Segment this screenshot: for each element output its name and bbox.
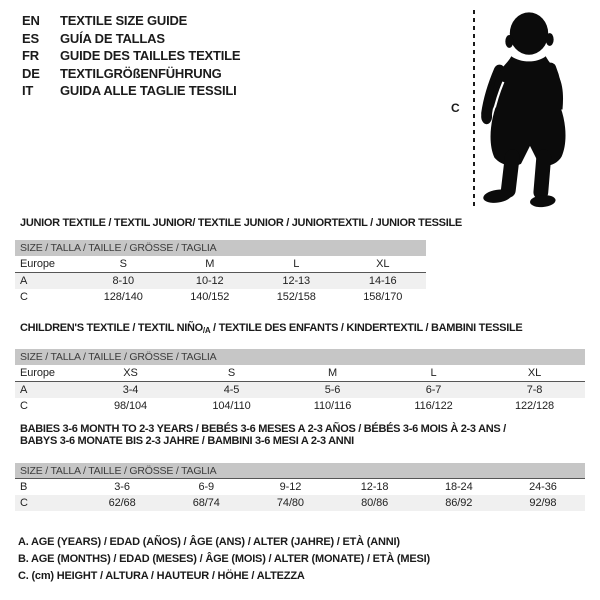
language-label: TEXTILGRÖßENFÜHRUNG <box>60 65 222 81</box>
cell: 8-10 <box>112 275 135 287</box>
cell: 3-6 <box>114 481 130 493</box>
cell: 7-8 <box>526 384 543 396</box>
column-header: S <box>227 367 236 379</box>
cell: 62/68 <box>108 497 136 509</box>
language-title-list: EN TEXTILE SIZE GUIDE ES GUÍA DE TALLAS … <box>22 12 241 100</box>
table-column-header-row: Europe S M L XL <box>15 256 426 273</box>
table-column-header-row: Europe XS S M L XL <box>15 365 585 382</box>
title-text: / TEXTILE DES ENFANTS / KINDERTEXTIL / B… <box>210 322 523 334</box>
title-subscript: /A <box>202 326 211 335</box>
column-header: XS <box>123 367 138 379</box>
column-header: M <box>327 367 338 379</box>
cell: 12-18 <box>360 481 389 493</box>
table-title: CHILDREN'S TEXTILE / TEXTIL NIÑO/A / TEX… <box>20 322 585 337</box>
childrens-textile-table: CHILDREN'S TEXTILE / TEXTIL NIÑO/A / TEX… <box>15 322 585 414</box>
cell: 116/122 <box>414 400 453 412</box>
junior-textile-table: JUNIOR TEXTILE / TEXTIL JUNIOR/ TEXTILE … <box>15 217 462 305</box>
language-code: DE <box>22 65 40 81</box>
table-row: A 8-10 10-12 12-13 14-16 <box>15 273 426 289</box>
cell: 80/86 <box>361 497 389 509</box>
cell: 68/74 <box>192 497 220 509</box>
cell: 122/128 <box>514 400 555 412</box>
footnote-b: B. AGE (MONTHS) / EDAD (MESES) / ÂGE (MO… <box>18 553 430 565</box>
cell: 158/170 <box>363 291 403 303</box>
cell: 110/116 <box>313 400 352 412</box>
cell: 4-5 <box>223 384 240 396</box>
language-label: GUIDA ALLE TAGLIE TESSILI <box>60 83 237 99</box>
cell: 86/92 <box>445 497 473 509</box>
footnote-a: A. AGE (YEARS) / EDAD (AÑOS) / ÂGE (ANS)… <box>18 536 400 548</box>
language-code: IT <box>22 83 34 99</box>
table-row: B 3-6 6-9 9-12 12-18 18-24 24-36 <box>15 479 585 495</box>
language-row-es: ES GUÍA DE TALLAS <box>22 30 240 48</box>
height-measure-line <box>473 10 475 207</box>
baby-silhouette-icon <box>481 12 566 208</box>
cell: 5-6 <box>324 384 341 396</box>
column-header: XL <box>376 258 390 270</box>
cell: 128/140 <box>103 291 143 303</box>
language-label: GUÍA DE TALLAS <box>60 30 165 46</box>
title-line: BABIES 3-6 MONTH TO 2-3 YEARS / BEBÉS 3-… <box>20 423 506 435</box>
cell: 10-12 <box>195 275 224 287</box>
row-label: B <box>20 481 28 493</box>
cell: 24-36 <box>529 481 557 493</box>
title-line: BABYS 3-6 MONATE BIS 2-3 JAHRE / BAMBINI… <box>20 435 354 447</box>
column-header: XL <box>527 367 542 379</box>
column-header: S <box>119 258 127 270</box>
cell: 6-7 <box>425 384 442 396</box>
row-label: C <box>20 497 28 509</box>
size-header-bar: SIZE / TALLA / TAILLE / GRÖSSE / TAGLIA <box>15 463 585 479</box>
table-row: C 128/140 140/152 152/158 158/170 <box>15 289 426 305</box>
cell: 9-12 <box>279 481 302 493</box>
table-row: A 3-4 4-5 5-6 6-7 7-8 <box>15 382 585 398</box>
language-row-de: DE TEXTILGRÖßENFÜHRUNG <box>22 65 240 83</box>
title-text: CHILDREN'S TEXTILE / TEXTIL NIÑO <box>20 322 203 334</box>
language-code: EN <box>22 13 40 29</box>
cell: 6-9 <box>198 481 215 493</box>
language-code: ES <box>22 30 39 46</box>
measure-label-c: C <box>451 101 460 115</box>
table-title: JUNIOR TEXTILE / TEXTIL JUNIOR/ TEXTILE … <box>20 217 462 229</box>
row-label: C <box>20 291 28 303</box>
column-header: L <box>430 367 437 379</box>
size-header-bar: SIZE / TALLA / TAILLE / GRÖSSE / TAGLIA <box>15 240 426 256</box>
cell: 18-24 <box>444 481 473 493</box>
cell: 104/110 <box>212 400 251 412</box>
language-label: TEXTILE SIZE GUIDE <box>60 13 188 29</box>
language-label: GUIDE DES TAILLES TEXTILE <box>60 48 241 64</box>
cell: 74/80 <box>276 497 304 509</box>
row-label: C <box>20 400 28 412</box>
column-header: M <box>205 258 215 270</box>
size-header-bar: SIZE / TALLA / TAILLE / GRÖSSE / TAGLIA <box>15 349 585 365</box>
row-label: A <box>20 275 28 287</box>
column-header: Europe <box>20 258 55 270</box>
footnote-c: C. (cm) HEIGHT / ALTURA / HAUTEUR / HÖHE… <box>18 570 305 582</box>
footnote-legend: A. AGE (YEARS) / EDAD (AÑOS) / ÂGE (ANS)… <box>18 534 430 585</box>
row-label: A <box>20 384 28 396</box>
column-header: Europe <box>20 367 55 379</box>
table-row: C 62/68 68/74 74/80 80/86 86/92 92/98 <box>15 495 585 511</box>
cell: 98/104 <box>113 400 148 412</box>
table-title: BABIES 3-6 MONTH TO 2-3 YEARS / BEBÉS 3-… <box>20 423 585 447</box>
cell: 140/152 <box>190 291 230 303</box>
cell: 14-16 <box>368 275 397 287</box>
column-header: L <box>293 258 300 270</box>
language-row-fr: FR GUIDE DES TAILLES TEXTILE <box>22 47 241 65</box>
cell: 152/158 <box>276 291 316 303</box>
cell: 12-13 <box>282 275 311 287</box>
babies-textile-table: BABIES 3-6 MONTH TO 2-3 YEARS / BEBÉS 3-… <box>15 423 585 511</box>
language-code: FR <box>22 48 39 64</box>
table-row: C 98/104 104/110 110/116 116/122 122/128 <box>15 398 585 414</box>
language-row-en: EN TEXTILE SIZE GUIDE <box>22 12 240 30</box>
language-row-it: IT GUIDA ALLE TAGLIE TESSILI <box>22 82 240 100</box>
cell: 92/98 <box>529 497 557 509</box>
cell: 3-4 <box>122 384 139 396</box>
